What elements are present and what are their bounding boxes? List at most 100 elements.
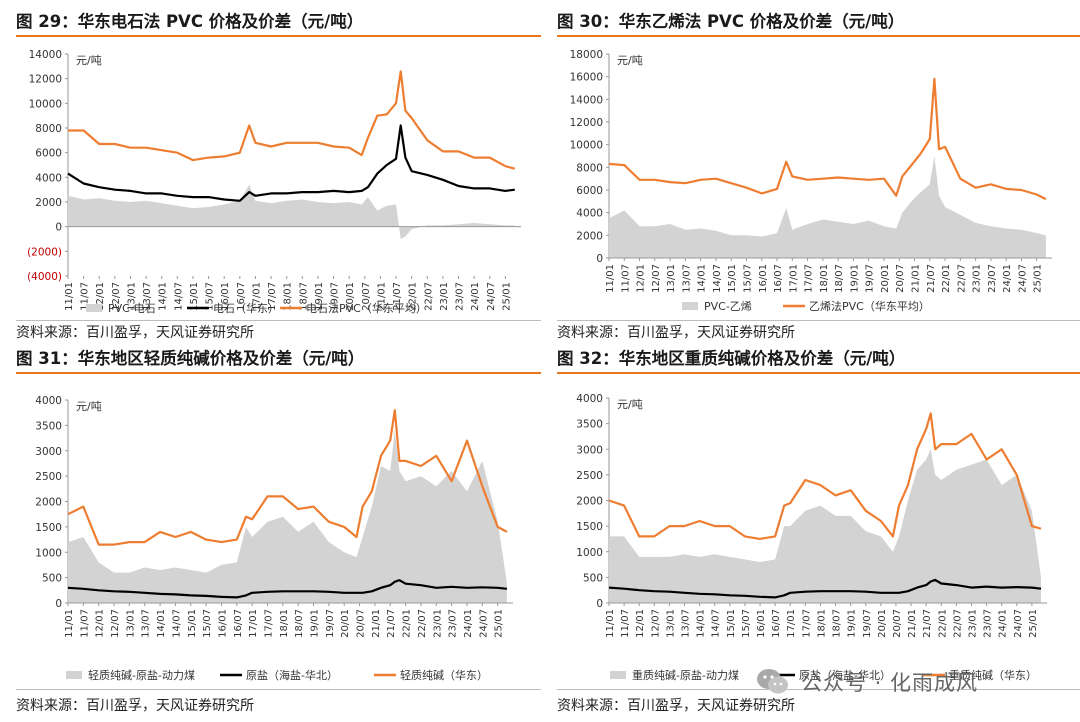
source-note: 资料来源：百川盈孚，天风证券研究所 — [557, 325, 795, 341]
x-tick-label: 16/07 — [236, 282, 247, 311]
x-tick-label: 18/01 — [283, 282, 294, 311]
x-tick-label: 18/01 — [819, 264, 830, 293]
series-line — [608, 412, 1042, 540]
x-tick-label: 17/01 — [786, 609, 797, 638]
x-tick-label: 11/07 — [620, 609, 631, 638]
x-tick-label: 23/07 — [983, 609, 994, 638]
x-tick-label: 24/01 — [470, 282, 481, 311]
series-area — [609, 449, 1041, 603]
x-tick-label: 12/01 — [635, 609, 646, 638]
title-rule — [16, 372, 541, 374]
x-tick-label: 21/07 — [922, 609, 933, 638]
series-area — [68, 430, 507, 603]
legend-label: PVC-电石 — [108, 302, 156, 315]
y-tick-label: 10000 — [29, 98, 62, 110]
y-tick-label: 4000 — [576, 208, 603, 220]
x-tick-label: 18/01 — [279, 609, 290, 638]
x-tick-label: 21/07 — [386, 609, 397, 638]
legend-label: 电石（华东） — [213, 301, 279, 315]
legend-swatch — [682, 302, 698, 310]
y-tick-label: 3500 — [576, 419, 603, 431]
series-line — [67, 409, 508, 546]
legend-label: 乙烯法PVC（华东平均） — [809, 299, 930, 313]
unit-label: 元/吨 — [76, 54, 102, 67]
x-tick-label: 22/01 — [402, 609, 413, 638]
x-tick-label: 21/01 — [911, 264, 922, 293]
x-tick-label: 17/07 — [267, 282, 278, 311]
unit-label: 元/吨 — [76, 400, 102, 413]
x-tick-label: 17/01 — [788, 264, 799, 293]
y-tick-label: 18000 — [570, 49, 603, 61]
legend-label: 原盐（海盐-华北） — [799, 668, 891, 682]
watermark: 公众号 · 化雨成风 — [755, 662, 978, 702]
y-tick-label: 0 — [55, 598, 62, 610]
y-tick-label: 4000 — [35, 172, 62, 184]
x-tick-label: 15/01 — [187, 609, 198, 638]
x-tick-label: 20/07 — [895, 264, 906, 293]
y-tick-label: 2000 — [576, 496, 603, 508]
y-tick-label: 12000 — [570, 117, 603, 129]
y-tick-label: 500 — [583, 572, 603, 584]
light-soda-ash-chart: 元/吨 4000 3500 3000 2500 2000 1500 1000 500 011/01… — [35, 395, 513, 682]
y-tick-label: 1500 — [576, 521, 603, 533]
series-line — [67, 579, 508, 599]
x-tick-label: 23/07 — [448, 609, 459, 638]
x-tick-label: 11/01 — [64, 282, 75, 311]
series-line — [68, 70, 516, 170]
y-tick-label: 4000 — [576, 393, 603, 405]
heavy-soda-ash-chart: 元/吨 4000 3500 3000 2500 2000 1500 1000 500 011/01… — [576, 393, 1047, 682]
y-tick-label: 8000 — [35, 123, 62, 135]
chart-title: 图 30：华东乙烯法 PVC 价格及价差（元/吨） — [557, 12, 905, 31]
legend-swatch — [610, 671, 626, 679]
chart-title: 图 29：华东电石法 PVC 价格及价差（元/吨） — [16, 12, 364, 31]
x-tick-label: 21/07 — [392, 282, 403, 311]
x-tick-label: 16/01 — [758, 264, 769, 293]
x-tick-label: 18/07 — [294, 609, 305, 638]
x-tick-label: 14/01 — [158, 282, 169, 311]
x-tick-label: 19/07 — [330, 282, 341, 311]
x-tick-label: 14/01 — [697, 264, 708, 293]
x-tick-label: 13/01 — [126, 282, 137, 311]
y-tick-label: 1000 — [35, 547, 62, 559]
x-tick-label: 19/01 — [310, 609, 321, 638]
legend-label: PVC-乙烯 — [704, 300, 752, 313]
x-tick-label: 16/01 — [217, 609, 228, 638]
x-tick-label: 17/01 — [251, 282, 262, 311]
y-tick-label: 2500 — [576, 470, 603, 482]
x-tick-label: 13/01 — [125, 609, 136, 638]
x-tick-label: 23/07 — [987, 264, 998, 293]
x-tick-label: 25/01 — [1028, 609, 1039, 638]
y-tick-label: 500 — [42, 573, 62, 585]
x-tick-label: 21/01 — [907, 609, 918, 638]
source-rule — [16, 689, 541, 690]
x-tick-label: 14/07 — [712, 264, 723, 293]
x-tick-label: 11/07 — [79, 609, 90, 638]
y-tick-label: 12000 — [29, 74, 62, 86]
y-tick-label: 4000 — [35, 395, 62, 407]
x-tick-label: 24/01 — [1002, 264, 1013, 293]
x-tick-label: 21/01 — [371, 609, 382, 638]
x-tick-label: 20/01 — [345, 282, 356, 311]
x-tick-label: 18/01 — [816, 609, 827, 638]
y-tick-label: (2000) — [27, 246, 62, 258]
x-tick-label: 19/01 — [314, 282, 325, 311]
x-tick-label: 17/07 — [804, 264, 815, 293]
x-tick-label: 24/07 — [486, 282, 497, 311]
pvc-calcium-carbide-chart: 元/吨 14000 12000 10000 8000 6000 4000 2000 0 (2000… — [27, 49, 521, 315]
legend-label: 轻质纯碱-原盐-动力煤 — [88, 668, 195, 682]
x-tick-label: 11/01 — [64, 609, 75, 638]
legend-label: 轻质纯碱（华东） — [400, 668, 488, 682]
y-tick-label: 6000 — [576, 185, 603, 197]
x-tick-label: 18/07 — [832, 609, 843, 638]
x-tick-label: 18/07 — [834, 264, 845, 293]
x-tick-label: 14/01 — [156, 609, 167, 638]
x-tick-label: 17/01 — [248, 609, 259, 638]
x-tick-label: 13/07 — [142, 282, 153, 311]
title-rule — [16, 35, 541, 37]
x-tick-label: 16/07 — [773, 264, 784, 293]
x-tick-label: 24/07 — [478, 609, 489, 638]
chart-title: 图 32：华东地区重质纯碱价格及价差（元/吨） — [557, 349, 906, 368]
series-line — [608, 77, 1047, 201]
x-tick-label: 22/01 — [941, 264, 952, 293]
series-line — [67, 124, 515, 202]
